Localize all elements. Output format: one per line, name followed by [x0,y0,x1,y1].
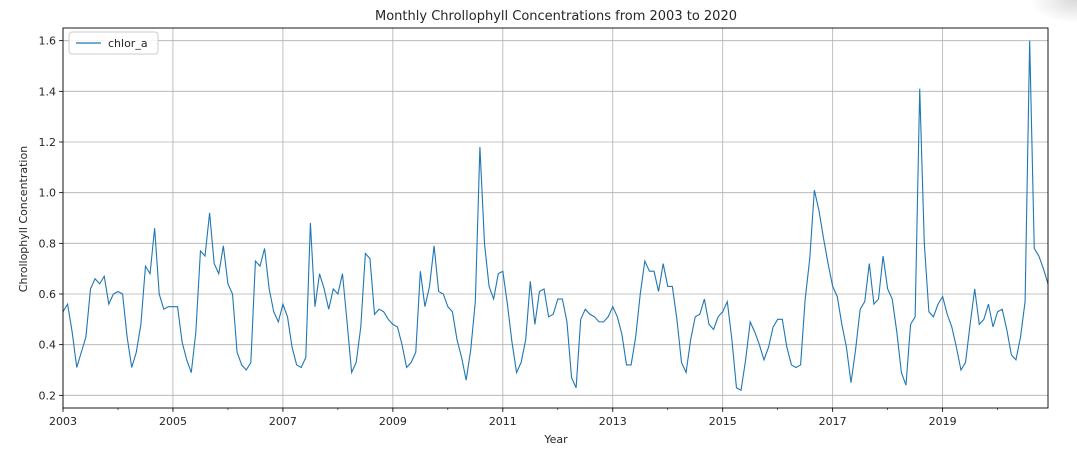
series-line-chlor_a [62,40,1049,392]
y-tick-label: 1.2 [39,136,57,149]
x-tick-label: 2005 [159,415,187,428]
y-tick-label: 0.6 [39,288,57,301]
x-tick-label: 2007 [269,415,297,428]
y-tick-label: 0.2 [39,389,57,402]
y-tick-label: 1.4 [39,85,57,98]
x-tick-label: 2013 [599,415,627,428]
y-tick-label: 1.6 [39,35,57,48]
x-tick-label: 2009 [379,415,407,428]
y-tick-label: 1.0 [39,187,57,200]
plot-frame [62,27,1049,409]
chart-title: Monthly Chrollophyll Concentrations from… [375,9,737,24]
grid-lines [62,28,1048,408]
x-tick-label: 2019 [929,415,957,428]
y-axis-title: Chrollophyll Concentration [17,146,30,292]
legend-label-chlor_a: chlor_a [108,37,148,50]
x-tick-label: 2015 [709,415,737,428]
x-axis: 2003 2005 2007 2009 2011 2013 2015 2017 2019 [49,408,998,428]
x-tick-label: 2003 [49,415,77,428]
x-tick-label: 2011 [489,415,517,428]
y-axis: 0.2 0.4 0.6 0.8 1.0 1.2 1.4 1.6 [39,35,63,402]
legend-box [68,31,159,55]
legend: chlor_a [68,31,159,55]
window-corner-shadow [1033,0,1077,22]
x-tick-label: 2017 [819,415,847,428]
y-tick-label: 0.8 [39,237,57,250]
y-tick-label: 0.4 [39,339,57,352]
x-axis-title: Year [543,433,568,446]
